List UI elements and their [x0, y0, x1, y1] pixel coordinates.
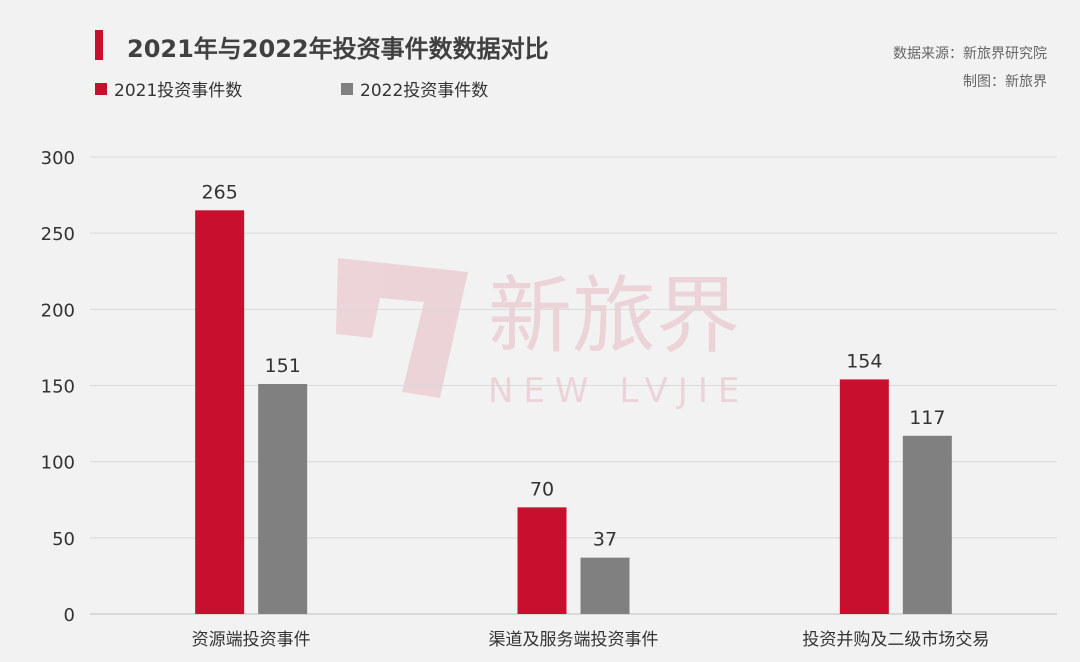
- data-label: 70: [530, 478, 554, 500]
- legend-swatch-2022: [341, 83, 353, 95]
- bar-2022-1: [580, 557, 630, 614]
- data-label: 117: [909, 407, 945, 429]
- x-axis-labels: 资源端投资事件 渠道及服务端投资事件 投资并购及二级市场交易: [192, 630, 990, 650]
- y-axis-ticks: 0 50 100 150 200 250 300: [41, 148, 75, 626]
- bar-2021-2: [839, 379, 889, 614]
- y-tick-label: 150: [41, 377, 75, 398]
- x-tick-label: 投资并购及二级市场交易: [802, 630, 989, 650]
- watermark: 新旅界 NEW LVJIE: [336, 258, 749, 411]
- grid-lines: [90, 156, 1057, 615]
- bar-2022-0: [258, 383, 308, 614]
- data-label: 265: [202, 181, 238, 203]
- source-text: 数据来源：新旅界研究院: [893, 46, 1047, 62]
- legend-label-2021: 2021投资事件数: [114, 81, 242, 101]
- data-label: 151: [265, 355, 301, 377]
- bar-2021-0: [195, 210, 245, 615]
- bar-2021-1: [517, 507, 567, 614]
- y-tick-label: 200: [41, 300, 75, 321]
- credit-text: 制图：新旅界: [963, 74, 1047, 90]
- y-tick-label: 300: [41, 148, 75, 169]
- legend-label-2022: 2022投资事件数: [360, 81, 488, 101]
- data-label: 154: [846, 350, 882, 372]
- legend-swatch-2021: [95, 83, 107, 95]
- y-tick-label: 0: [64, 605, 75, 626]
- data-label: 37: [593, 529, 617, 551]
- y-tick-label: 100: [41, 453, 75, 474]
- x-tick-label: 资源端投资事件: [192, 630, 311, 650]
- watermark-logo: [336, 258, 468, 398]
- data-labels: 265 151 70 37 154 117: [202, 181, 946, 550]
- bars: [195, 210, 952, 615]
- watermark-en: NEW LVJIE: [488, 371, 749, 411]
- y-tick-label: 50: [52, 529, 75, 550]
- y-tick-label: 250: [41, 224, 75, 245]
- title-marker: [95, 30, 103, 60]
- chart-title: 2021年与2022年投资事件数数据对比: [127, 35, 549, 63]
- x-tick-label: 渠道及服务端投资事件: [489, 630, 659, 650]
- watermark-cn: 新旅界: [488, 267, 740, 365]
- bar-2022-2: [902, 435, 952, 614]
